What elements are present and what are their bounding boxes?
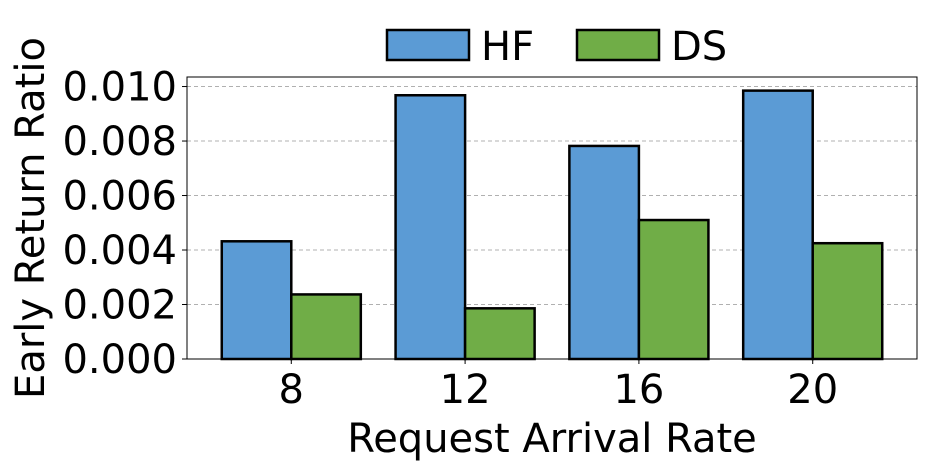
legend-label-hf: HF xyxy=(481,24,534,70)
y-tick-label: 0.000 xyxy=(62,337,177,383)
x-tick-label: 20 xyxy=(787,367,838,413)
bar-ds-8 xyxy=(291,294,361,359)
legend-label-ds: DS xyxy=(671,24,727,70)
x-tick-label: 12 xyxy=(440,367,491,413)
x-ticks: 8 12 16 20 xyxy=(279,359,839,413)
bar-hf-8 xyxy=(222,241,292,359)
bars xyxy=(222,91,882,359)
y-tick-label: 0.002 xyxy=(62,283,177,329)
y-tick-label: 0.010 xyxy=(62,65,177,111)
y-tick-label: 0.008 xyxy=(62,119,177,165)
bar-ds-12 xyxy=(465,308,535,359)
y-tick-label: 0.004 xyxy=(62,228,177,274)
bar-ds-20 xyxy=(813,243,883,359)
bar-hf-20 xyxy=(743,91,813,359)
bar-hf-16 xyxy=(569,146,639,359)
legend-swatch-hf xyxy=(387,30,469,60)
x-tick-label: 8 xyxy=(279,367,304,413)
x-axis-label: Request Arrival Rate xyxy=(347,416,757,462)
y-tick-label: 0.006 xyxy=(62,174,177,220)
legend: HF DS xyxy=(387,24,727,70)
bar-ds-16 xyxy=(639,220,709,359)
y-ticks: 0.000 0.002 0.004 0.006 0.008 0.010 xyxy=(62,65,187,383)
bar-hf-12 xyxy=(396,95,466,359)
y-axis-label: Early Return Ratio xyxy=(8,37,54,399)
x-tick-label: 16 xyxy=(613,367,664,413)
legend-swatch-ds xyxy=(577,30,659,60)
